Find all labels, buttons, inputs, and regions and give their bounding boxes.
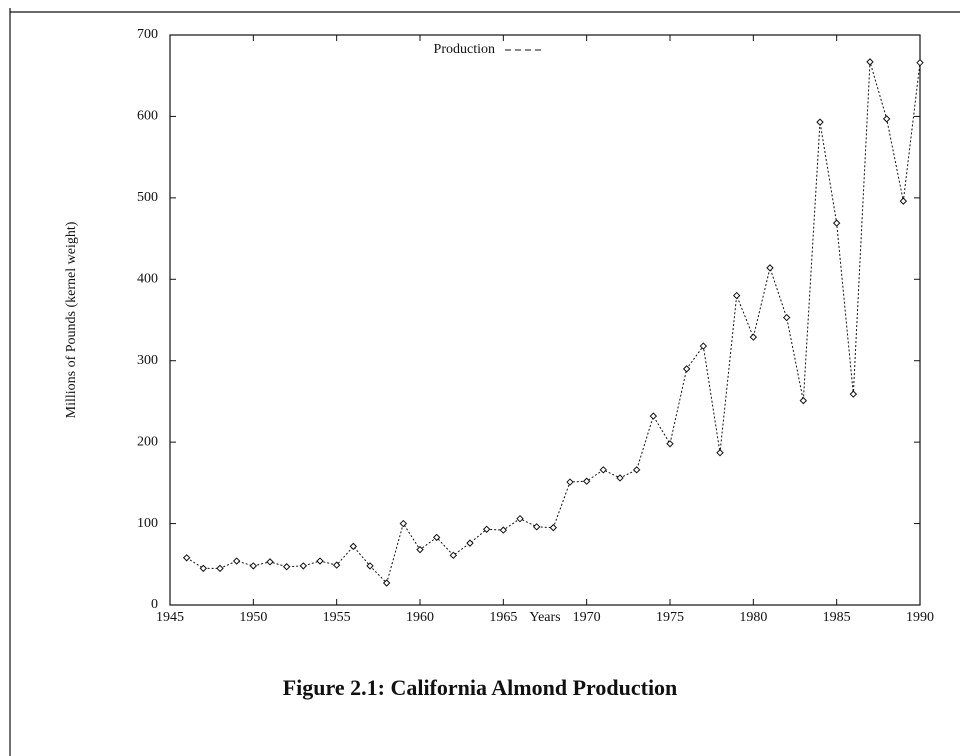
y-tick-label: 0 (151, 597, 158, 612)
data-point (532, 523, 541, 531)
data-point (749, 333, 758, 341)
data-point (332, 561, 341, 569)
y-axis-label: Millions of Pounds (kernel weight) (64, 221, 79, 418)
data-point (599, 466, 608, 474)
data-point (399, 519, 408, 528)
figure-caption: Figure 2.1: California Almond Production (283, 675, 678, 700)
data-point (616, 474, 624, 482)
data-point (416, 545, 424, 554)
data-point (882, 115, 891, 123)
y-tick-label: 500 (137, 190, 158, 205)
data-point (282, 563, 291, 571)
data-point (449, 551, 458, 560)
data-point (316, 557, 324, 565)
data-point (666, 440, 674, 448)
x-tick-label: 1950 (239, 610, 267, 625)
x-tick-label: 1990 (906, 610, 934, 625)
data-point (549, 523, 558, 532)
x-tick-label: 1955 (323, 610, 351, 625)
x-tick-label: 1985 (823, 610, 851, 625)
x-tick-label: 1945 (156, 610, 184, 625)
data-point (716, 449, 724, 457)
data-point (582, 477, 591, 485)
data-line (186, 61, 921, 584)
data-point (832, 219, 841, 227)
data-point (632, 466, 641, 474)
legend-label: Production (434, 42, 495, 57)
data-point (482, 525, 491, 533)
data-point (649, 412, 658, 420)
data-point (699, 342, 708, 350)
x-axis-label: Years (529, 610, 560, 625)
data-point (182, 554, 191, 562)
x-tick-label: 1975 (656, 610, 684, 625)
data-point (266, 558, 274, 566)
data-point (899, 197, 908, 205)
y-tick-label: 700 (137, 27, 158, 42)
data-point (432, 533, 441, 542)
plot-frame (169, 34, 921, 606)
data-point (499, 526, 508, 534)
data-point (216, 564, 224, 573)
data-point (682, 365, 691, 373)
x-tick-label: 1980 (739, 610, 767, 625)
x-tick-label: 1965 (489, 610, 517, 625)
data-point (199, 564, 208, 573)
data-point (516, 514, 524, 523)
data-point (782, 313, 791, 322)
y-tick-label: 600 (137, 109, 158, 124)
data-point (566, 478, 574, 486)
y-tick-label: 400 (137, 272, 158, 287)
data-point (249, 562, 258, 570)
data-point (766, 264, 774, 272)
data-point (849, 390, 858, 398)
data-point (466, 539, 474, 547)
data-point (349, 542, 358, 551)
data-point (299, 562, 308, 570)
data-point (816, 118, 824, 126)
y-tick-label: 200 (137, 434, 158, 449)
data-point (382, 579, 391, 587)
x-tick-label: 1960 (406, 610, 434, 625)
x-tick-label: 1970 (573, 610, 601, 625)
y-tick-label: 100 (137, 516, 158, 531)
data-point (799, 396, 808, 405)
data-point (232, 557, 241, 565)
data-point (916, 58, 924, 67)
data-point (366, 562, 374, 570)
data-point (732, 291, 741, 300)
y-tick-label: 300 (137, 353, 158, 368)
data-point (866, 58, 874, 66)
